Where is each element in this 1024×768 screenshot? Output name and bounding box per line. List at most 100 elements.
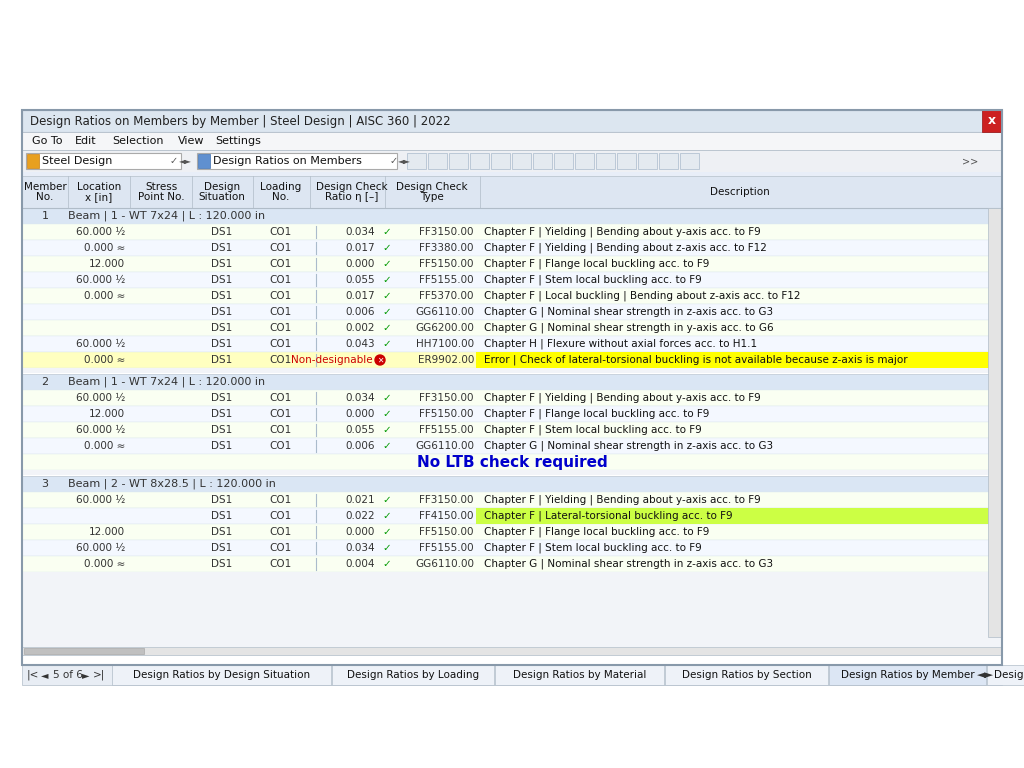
Text: 2: 2 — [41, 377, 48, 387]
Text: ER9902.00: ER9902.00 — [418, 355, 474, 365]
Text: Non-designable: Non-designable — [292, 355, 373, 365]
Text: Design: Design — [204, 182, 240, 192]
Bar — [332, 665, 495, 685]
Text: DS1: DS1 — [211, 259, 232, 269]
Text: ◄: ◄ — [41, 670, 48, 680]
Text: CO1: CO1 — [270, 527, 292, 537]
Bar — [22, 208, 1001, 224]
Text: CO1: CO1 — [270, 259, 292, 269]
Bar — [22, 110, 1002, 132]
Text: 60.000 ½: 60.000 ½ — [76, 227, 125, 237]
Text: DS1: DS1 — [211, 441, 232, 451]
Text: Design: Design — [994, 670, 1024, 680]
Text: 60.000 ½: 60.000 ½ — [76, 275, 125, 285]
Text: ✓: ✓ — [382, 409, 391, 419]
Text: FF5370.00: FF5370.00 — [420, 291, 474, 301]
Text: CO1: CO1 — [270, 227, 292, 237]
Bar — [22, 132, 1002, 150]
Bar — [987, 665, 1024, 685]
Text: DS1: DS1 — [211, 511, 232, 521]
Text: Go To: Go To — [32, 136, 62, 146]
Text: DS1: DS1 — [211, 527, 232, 537]
Text: DS1: DS1 — [211, 409, 232, 419]
Bar — [22, 476, 1001, 492]
Text: 0.002: 0.002 — [345, 323, 375, 333]
Text: ✓: ✓ — [382, 323, 391, 333]
Bar — [988, 208, 1002, 637]
Text: Error | Check of lateral-torsional buckling is not available because z-axis is m: Error | Check of lateral-torsional buckl… — [484, 355, 907, 366]
Bar — [22, 256, 1001, 272]
Text: CO1: CO1 — [270, 511, 292, 521]
Text: 5 of 6: 5 of 6 — [53, 670, 83, 680]
Text: ✓: ✓ — [382, 559, 391, 569]
Text: 3: 3 — [42, 479, 48, 489]
Text: Chapter F | Stem local buckling acc. to F9: Chapter F | Stem local buckling acc. to … — [484, 425, 701, 435]
Text: 0.017: 0.017 — [345, 243, 375, 253]
Text: ✓: ✓ — [382, 425, 391, 435]
Text: 0.000: 0.000 — [346, 527, 375, 537]
Text: ✓: ✓ — [382, 393, 391, 403]
Text: 60.000 ½: 60.000 ½ — [76, 543, 125, 553]
Text: DS1: DS1 — [211, 425, 232, 435]
Text: CO1: CO1 — [270, 393, 292, 403]
Text: Design Ratios on Members: Design Ratios on Members — [213, 156, 361, 166]
Bar — [22, 320, 1001, 336]
Bar — [22, 508, 1001, 524]
Text: Chapter G | Nominal shear strength in z-axis acc. to G3: Chapter G | Nominal shear strength in z-… — [484, 441, 773, 452]
Bar — [22, 422, 1001, 438]
Text: No LTB check required: No LTB check required — [417, 455, 607, 469]
Text: 0.043: 0.043 — [345, 339, 375, 349]
Text: ◄►: ◄► — [398, 157, 411, 165]
Text: 0.055: 0.055 — [345, 275, 375, 285]
Text: Design Ratios by Loading: Design Ratios by Loading — [347, 670, 479, 680]
Text: 0.004: 0.004 — [345, 559, 375, 569]
Text: ✓: ✓ — [170, 156, 178, 166]
Text: Beam | 2 - WT 8x28.5 | L : 120.000 in: Beam | 2 - WT 8x28.5 | L : 120.000 in — [68, 478, 275, 489]
Text: 0.000 ≈: 0.000 ≈ — [84, 291, 125, 301]
Bar — [22, 492, 1001, 508]
Text: FF5155.00: FF5155.00 — [420, 425, 474, 435]
Text: Design Ratios by Section: Design Ratios by Section — [682, 670, 812, 680]
Text: ✓: ✓ — [382, 275, 391, 285]
Text: Chapter F | Flange local buckling acc. to F9: Chapter F | Flange local buckling acc. t… — [484, 259, 710, 270]
Bar — [476, 508, 1001, 524]
Text: 0.021: 0.021 — [345, 495, 375, 505]
Bar — [22, 224, 1001, 240]
Text: GG6110.00: GG6110.00 — [415, 441, 474, 451]
Bar — [496, 665, 665, 685]
Text: Location: Location — [77, 182, 121, 192]
Text: Chapter G | Nominal shear strength in z-axis acc. to G3: Chapter G | Nominal shear strength in z-… — [484, 306, 773, 317]
Text: ✓: ✓ — [382, 527, 391, 537]
Text: Beam | 1 - WT 7x24 | L : 120.000 in: Beam | 1 - WT 7x24 | L : 120.000 in — [68, 210, 265, 221]
Text: ◄►: ◄► — [179, 157, 193, 165]
Text: Description: Description — [710, 187, 770, 197]
Bar — [22, 172, 1002, 176]
Text: FF3150.00: FF3150.00 — [420, 227, 474, 237]
Bar — [407, 153, 426, 169]
Text: CO1: CO1 — [270, 275, 292, 285]
Bar — [617, 153, 636, 169]
Text: 0.000 ≈: 0.000 ≈ — [84, 355, 125, 365]
Bar — [596, 153, 615, 169]
Text: ✓: ✓ — [382, 543, 391, 553]
Text: DS1: DS1 — [211, 307, 232, 317]
Text: DS1: DS1 — [211, 275, 232, 285]
Bar — [22, 368, 1001, 373]
Text: ✓: ✓ — [382, 259, 391, 269]
Text: DS1: DS1 — [211, 323, 232, 333]
Text: Chapter F | Yielding | Bending about y-axis acc. to F9: Chapter F | Yielding | Bending about y-a… — [484, 392, 761, 403]
Text: 60.000 ½: 60.000 ½ — [76, 425, 125, 435]
Text: CO1: CO1 — [270, 495, 292, 505]
Bar — [554, 153, 573, 169]
Text: 0.017: 0.017 — [345, 291, 375, 301]
Text: Chapter F | Flange local buckling acc. to F9: Chapter F | Flange local buckling acc. t… — [484, 527, 710, 538]
Circle shape — [375, 355, 385, 365]
Bar — [666, 665, 828, 685]
Bar — [470, 153, 489, 169]
Text: FF3380.00: FF3380.00 — [420, 243, 474, 253]
Bar — [22, 110, 1002, 665]
Bar — [22, 336, 1001, 352]
Text: DS1: DS1 — [211, 355, 232, 365]
Text: 0.006: 0.006 — [345, 441, 375, 451]
Text: CO1: CO1 — [270, 307, 292, 317]
